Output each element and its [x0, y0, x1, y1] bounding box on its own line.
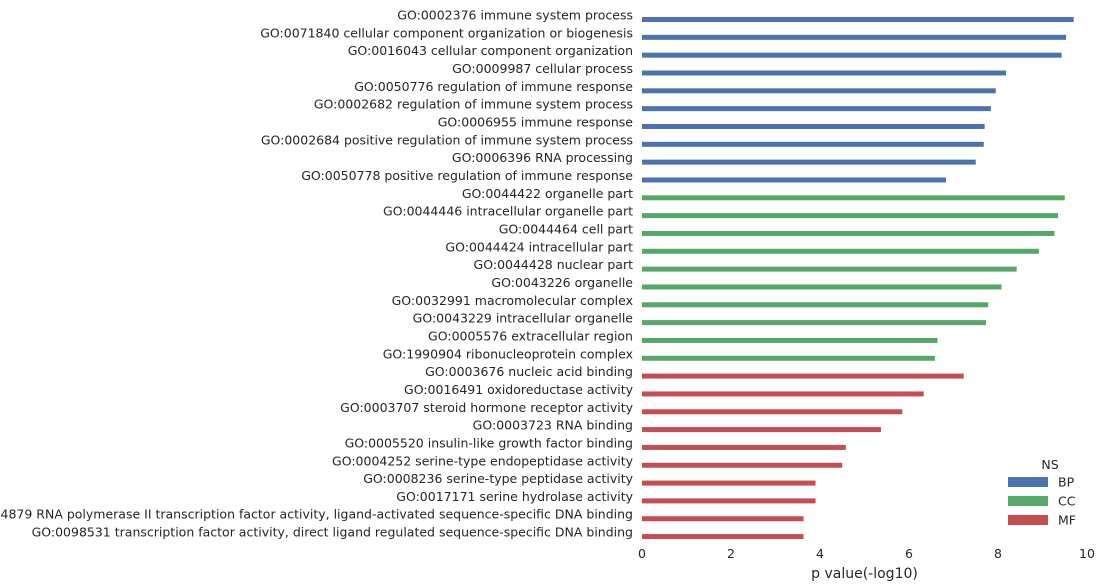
y-tick-label: GO:1990904 ribonucleoprotein complex	[383, 346, 633, 361]
bar	[642, 498, 816, 504]
bar	[642, 427, 881, 433]
y-tick-label: GO:0002682 regulation of immune system p…	[314, 97, 633, 112]
bar	[642, 106, 991, 112]
legend-title: NS	[1041, 457, 1058, 472]
x-tick-label: 4	[816, 546, 824, 561]
bar	[642, 373, 964, 379]
y-tick-label: GO:0009987 cellular process	[452, 61, 633, 76]
y-tick-label: GO:0006396 RNA processing	[452, 150, 633, 165]
x-tick-label: 10	[1079, 546, 1095, 561]
y-tick-label: GO:0044422 organelle part	[462, 186, 633, 201]
y-tick-label: GO:0003707 steroid hormone receptor acti…	[340, 400, 633, 415]
bar	[642, 52, 1062, 58]
bar	[642, 88, 996, 94]
bar	[642, 409, 903, 415]
legend-swatch	[1008, 515, 1048, 525]
bar	[642, 70, 1007, 76]
bar	[642, 230, 1055, 236]
legend-label: BP	[1058, 475, 1075, 490]
y-tick-label: GO:0004252 serine-type endopeptidase act…	[332, 453, 634, 468]
bar	[642, 248, 1039, 254]
y-tick-label: GO:0071840 cellular component organizati…	[260, 25, 633, 40]
bar	[642, 302, 989, 308]
y-tick-label: GO:0002376 immune system process	[397, 8, 633, 23]
bar	[642, 516, 804, 522]
x-tick-label: 0	[638, 546, 646, 561]
bar	[642, 462, 843, 468]
bar	[642, 266, 1017, 272]
y-tick-label: GO:0044446 intracellular organelle part	[383, 204, 633, 219]
bar	[642, 284, 1002, 290]
bar	[642, 337, 938, 343]
y-tick-label: GO:0003723 RNA binding	[473, 418, 633, 433]
y-tick-label: GO:0008236 serine-type peptidase activit…	[363, 471, 633, 486]
bar	[642, 177, 946, 183]
bar	[642, 320, 986, 326]
y-tick-label: GO:0043229 intracellular organelle	[413, 311, 634, 326]
y-tick-label: GO:0050778 positive regulation of immune…	[301, 168, 633, 183]
bar	[642, 195, 1065, 201]
y-tick-label: GO:0050776 regulation of immune response	[354, 79, 633, 94]
bar	[642, 480, 816, 486]
bar	[642, 141, 984, 147]
x-axis-label: p value(-log10)	[811, 566, 918, 582]
y-tick-label: GO:0004879 RNA polymerase II transcripti…	[0, 507, 633, 522]
y-tick-label: GO:0016491 oxidoreductase activity	[404, 382, 634, 397]
x-tick-label: 6	[905, 546, 913, 561]
bar	[642, 213, 1059, 219]
y-tick-label: GO:0003676 nucleic acid binding	[425, 364, 633, 379]
x-tick-label: 2	[727, 546, 735, 561]
y-tick-label: GO:0016043 cellular component organizati…	[348, 43, 633, 58]
legend-swatch	[1008, 477, 1048, 487]
y-tick-label: GO:0044464 cell part	[499, 221, 633, 236]
y-tick-label: GO:0044428 nuclear part	[474, 257, 634, 272]
bar	[642, 444, 846, 450]
legend-swatch	[1008, 496, 1048, 506]
bar	[642, 391, 924, 397]
bar	[642, 17, 1074, 22]
y-tick-label: GO:0044424 intracellular part	[445, 239, 633, 254]
bar	[642, 123, 985, 129]
y-tick-label: GO:0005520 insulin-like growth factor bi…	[345, 435, 633, 450]
legend-label: MF	[1058, 513, 1076, 528]
y-tick-label: GO:0005576 extracellular region	[428, 328, 633, 343]
bar	[642, 534, 804, 540]
y-tick-label: GO:0098531 transcription factor activity…	[32, 525, 633, 540]
bar	[642, 34, 1067, 40]
y-tick-label: GO:0043226 organelle	[491, 275, 633, 290]
y-tick-label: GO:0017171 serine hydrolase activity	[396, 489, 633, 504]
bar	[642, 159, 976, 165]
legend-label: CC	[1058, 494, 1076, 509]
y-tick-label: GO:0002684 positive regulation of immune…	[261, 132, 633, 147]
x-tick-label: 8	[994, 546, 1002, 561]
bar	[642, 355, 935, 361]
y-tick-label: GO:0032991 macromolecular complex	[392, 293, 633, 308]
y-tick-label: GO:0006955 immune response	[438, 114, 634, 129]
